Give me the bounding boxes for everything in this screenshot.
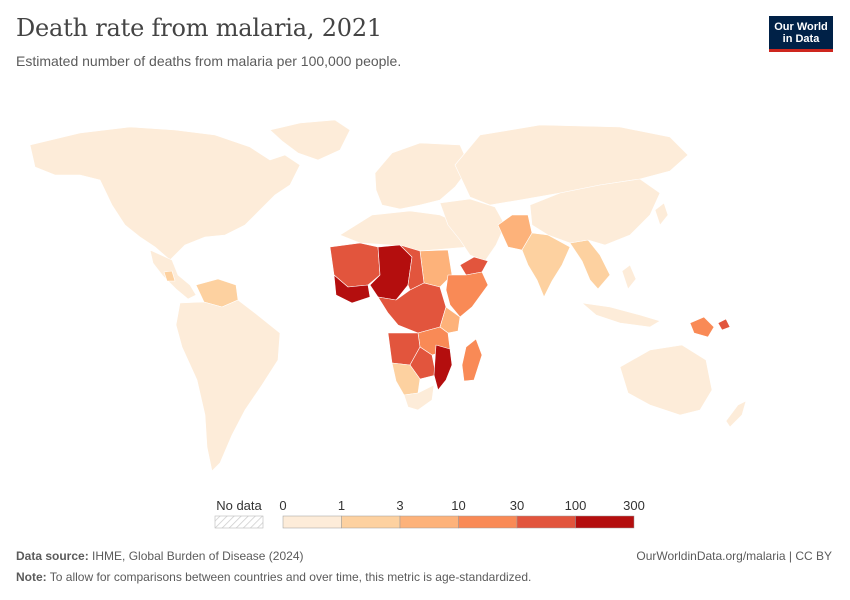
note-label: Note: xyxy=(16,570,47,584)
map-region-yemen[interactable] xyxy=(459,256,489,276)
map-region-indonesia-philippines[interactable] xyxy=(581,302,661,328)
legend-tick-label: 300 xyxy=(623,498,645,513)
legend-tick-label: 30 xyxy=(510,498,524,513)
footer-url[interactable]: OurWorldinData.org/malaria | CC BY xyxy=(636,549,832,563)
map-region-australia[interactable] xyxy=(619,344,713,416)
map-region-china-east-asia[interactable] xyxy=(654,202,669,226)
map-region-europe[interactable] xyxy=(374,142,471,210)
map-region-north-america[interactable] xyxy=(269,119,351,161)
map-region-indonesia-philippines[interactable] xyxy=(621,264,637,290)
map-region-china-east-asia[interactable] xyxy=(529,178,661,246)
owid-logo[interactable]: Our World in Data xyxy=(769,16,833,52)
map-region-guatemala[interactable] xyxy=(163,270,176,282)
legend-tick-label: 100 xyxy=(565,498,587,513)
map-region-russia-central-asia[interactable] xyxy=(454,124,689,206)
map-region-ethiopia-somalia[interactable] xyxy=(445,271,489,318)
map-region-north-america[interactable] xyxy=(29,126,301,261)
source-text: IHME, Global Burden of Disease (2024) xyxy=(92,549,304,563)
map-region-myanmar-southeast-asia[interactable] xyxy=(569,239,611,290)
source-label: Data source: xyxy=(16,549,89,563)
legend-tick-label: 0 xyxy=(279,498,286,513)
world-map xyxy=(29,119,747,472)
note-text: To allow for comparisons between countri… xyxy=(49,570,532,584)
map-region-kenya[interactable] xyxy=(439,306,461,334)
map-region-burkina-faso-ghana[interactable] xyxy=(333,274,371,304)
chart-subtitle: Estimated number of deaths from malaria … xyxy=(16,53,402,69)
map-region-papua-new-guinea[interactable] xyxy=(689,316,715,338)
legend-tick-label: 1 xyxy=(338,498,345,513)
map-region-solomon-islands[interactable] xyxy=(717,318,731,331)
legend-bin-2[interactable] xyxy=(399,515,459,529)
map-region-india[interactable] xyxy=(521,232,571,298)
legend-tick-label: 10 xyxy=(451,498,465,513)
legend-no-data-swatch[interactable] xyxy=(214,515,264,529)
map-region-mozambique[interactable] xyxy=(433,344,453,391)
map-region-south-america[interactable] xyxy=(175,299,281,472)
chart-title: Death rate from malaria, 2021 xyxy=(16,14,382,42)
map-region-madagascar[interactable] xyxy=(461,338,483,382)
legend-bin-4[interactable] xyxy=(516,515,576,529)
legend-tick-label: 3 xyxy=(396,498,403,513)
legend-no-data-label: No data xyxy=(216,498,262,513)
map-region-australia[interactable] xyxy=(725,400,747,428)
logo-line-2: in Data xyxy=(782,33,820,45)
footer-note: Note: To allow for comparisons between c… xyxy=(16,570,531,584)
footer-source: Data source: IHME, Global Burden of Dise… xyxy=(16,549,303,563)
legend-bin-3[interactable] xyxy=(458,515,518,529)
map-region-south-africa[interactable] xyxy=(403,384,435,411)
legend-bin-1[interactable] xyxy=(341,515,401,529)
map-region-middle-east[interactable] xyxy=(439,198,506,262)
legend-bin-0[interactable] xyxy=(282,515,342,529)
logo-line-1: Our World xyxy=(774,21,828,33)
legend-bin-5[interactable] xyxy=(575,515,635,529)
map-region-zambia-zimbabwe[interactable] xyxy=(409,346,437,380)
